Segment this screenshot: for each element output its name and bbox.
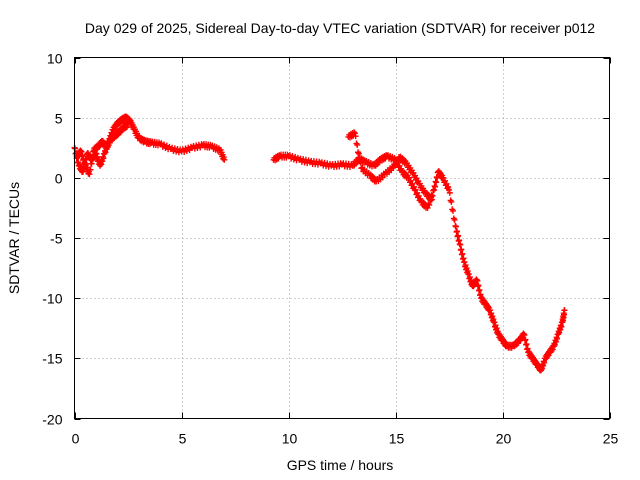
data-point [561, 307, 568, 314]
data-point [425, 201, 432, 208]
data-point [440, 174, 447, 181]
y-tick-label: -10 [42, 291, 62, 307]
data-point [426, 201, 433, 208]
data-point [354, 141, 361, 148]
data-point [443, 180, 450, 187]
plot-frame [74, 57, 610, 419]
data-point [452, 223, 459, 230]
y-tick-label: -20 [42, 412, 62, 428]
data-point [455, 232, 462, 239]
data-point [351, 129, 358, 136]
data-point [441, 177, 448, 184]
data-point [414, 189, 421, 196]
x-axis-label: GPS time / hours [287, 457, 394, 473]
data-point [458, 246, 465, 253]
data-point [474, 277, 481, 284]
data-point [87, 166, 94, 173]
chart-title: Day 029 of 2025, Sidereal Day-to-day VTE… [85, 20, 595, 36]
data-point [448, 198, 455, 205]
y-tick-label: 10 [47, 51, 63, 67]
data-point [433, 179, 440, 186]
data-point [432, 183, 439, 190]
data-point [446, 186, 452, 193]
data-point [521, 332, 528, 339]
data-point [475, 282, 482, 289]
data-point [125, 121, 131, 128]
data-point [523, 341, 530, 348]
data-point [457, 241, 464, 248]
data-point [454, 228, 461, 235]
y-tick-label: -5 [50, 231, 63, 247]
x-tick-label: 10 [282, 431, 298, 447]
axis-ticks [74, 57, 611, 420]
data-point [451, 216, 458, 223]
data-point [379, 174, 386, 181]
data-point [446, 189, 453, 196]
data-point [430, 187, 437, 194]
data-point [355, 149, 362, 156]
data-point [357, 159, 364, 166]
y-axis-label: SDTVAR / TECUs [6, 182, 22, 294]
data-point [459, 250, 466, 257]
data-point [476, 286, 483, 293]
data-points [71, 113, 568, 374]
data-point [415, 192, 422, 199]
x-tick-label: 5 [179, 431, 187, 447]
data-point [445, 183, 452, 190]
data-point [72, 145, 79, 152]
data-point [515, 340, 522, 347]
y-tick-label: 0 [55, 171, 63, 187]
data-point [407, 177, 414, 184]
data-point [89, 154, 96, 161]
data-point [375, 159, 382, 166]
x-tick-label: 25 [603, 431, 619, 447]
data-point [428, 196, 435, 203]
x-tick-label: 20 [496, 431, 512, 447]
grid-lines [74, 57, 610, 419]
data-point [409, 180, 416, 187]
data-point [351, 130, 358, 137]
data-point [388, 167, 395, 174]
data-point [353, 140, 360, 147]
data-point [88, 160, 95, 167]
data-point [412, 186, 419, 193]
tick-labels: 0 5 10 15 20 25 -20 -15 -10 -5 0 5 10 [42, 51, 618, 447]
data-point [522, 336, 529, 343]
y-tick-label: 5 [55, 111, 63, 127]
y-tick-label: -15 [42, 351, 62, 367]
data-point [406, 174, 413, 181]
data-point [352, 133, 359, 140]
data-point [424, 204, 431, 211]
data-point [221, 156, 228, 163]
x-tick-label: 15 [389, 431, 405, 447]
data-point [410, 183, 417, 190]
x-tick-label: 0 [72, 431, 80, 447]
data-point [450, 207, 457, 214]
data-point [355, 150, 362, 157]
